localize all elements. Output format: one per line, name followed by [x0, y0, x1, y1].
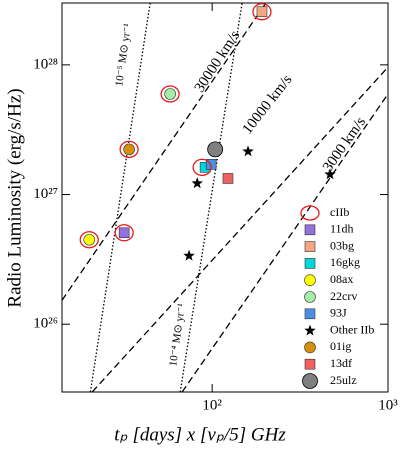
legend-marker: [304, 241, 316, 252]
point: [164, 88, 176, 100]
y-tick-label: 10²⁷: [33, 186, 58, 202]
legend-marker: [304, 224, 316, 236]
legend-label: 01ig: [330, 339, 351, 353]
point: [114, 224, 134, 242]
y-tick-label: 10²⁶: [33, 316, 58, 332]
reference-line: [181, 93, 388, 392]
point: [207, 141, 224, 158]
point: [222, 173, 234, 184]
point: [192, 158, 212, 177]
legend-label: 25ulz: [330, 373, 357, 387]
legend: cIIb 11dh 03bg 16gkg 08ax 22crv 93J Other IIb 01…: [300, 205, 374, 389]
legend-label: cIIb: [330, 205, 349, 219]
point: [83, 233, 96, 246]
legend-label: 22crv: [330, 289, 357, 303]
plot-frame: [61, 2, 389, 393]
legend-marker: [302, 373, 318, 389]
y-axis-label: Radio Luminosity (erg/s/Hz): [4, 88, 25, 307]
point: [118, 227, 130, 239]
legend-label: 08ax: [330, 272, 353, 286]
point: [256, 6, 268, 18]
reference-line-label: 30000 km/s: [192, 28, 244, 96]
x-tick-label: 10²: [202, 397, 222, 413]
legend-marker: [300, 205, 320, 221]
point: [242, 145, 254, 157]
reference-line: [91, 66, 388, 392]
legend-label: 93J: [330, 306, 347, 320]
legend-marker: [304, 324, 316, 336]
reference-line: [62, 3, 267, 301]
legend-marker: [304, 358, 316, 370]
reference-line-label: 3000 km/s: [320, 114, 369, 175]
point: [119, 140, 139, 159]
point: [79, 231, 99, 249]
legend-label: 13df: [330, 356, 352, 370]
point: [183, 249, 195, 261]
point: [160, 85, 180, 103]
legend-marker: [304, 291, 316, 303]
x-axis-label: tₚ [days] x [νₚ/5] GHz: [114, 424, 286, 445]
reference-lines: [62, 3, 388, 392]
point: [324, 168, 336, 180]
legend-label: 03bg: [330, 238, 354, 252]
legend-marker: [304, 274, 316, 287]
legend-label: 16gkg: [330, 255, 360, 269]
legend-marker: [304, 308, 316, 320]
reference-line: [179, 3, 243, 392]
legend-marker: [304, 341, 316, 354]
point: [252, 3, 272, 21]
y-tick-label: 10²⁸: [33, 56, 58, 72]
reference-line-label: 10000 km/s: [240, 72, 296, 137]
reference-line: [89, 3, 151, 392]
reference-line-label: 10⁻⁵ M⊙ yr⁻¹: [113, 23, 134, 87]
x-tick-label: 10³: [378, 397, 398, 413]
reference-line-label: 10⁻⁴ M⊙ yr⁻¹: [167, 303, 188, 367]
legend-marker: [304, 258, 316, 269]
point: [191, 177, 203, 189]
legend-label: Other IIb: [330, 322, 374, 336]
legend-label: 11dh: [330, 222, 354, 236]
point: [123, 143, 135, 156]
